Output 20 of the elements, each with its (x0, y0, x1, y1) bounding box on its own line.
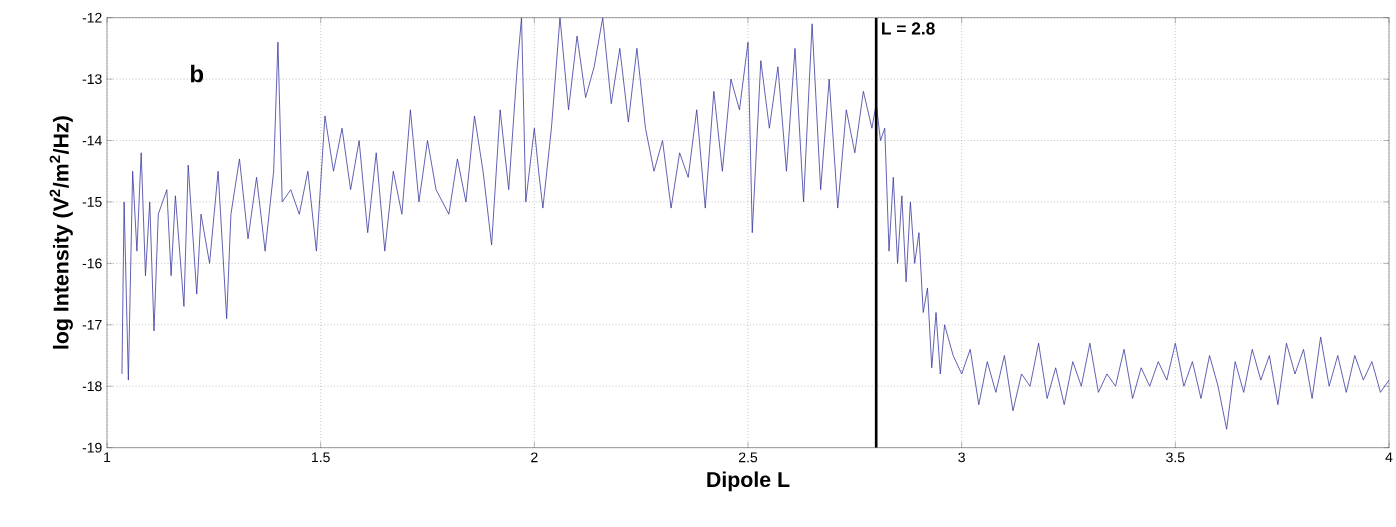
x-axis-title: Dipole L (707, 471, 790, 492)
line-series (121, 17, 1390, 430)
x-tick-label: 1.5 (312, 452, 330, 463)
x-tick-label: 2 (531, 452, 538, 463)
y-tick-label: -16 (82, 258, 102, 269)
y-tick-label: -12 (82, 12, 102, 23)
y-tick-label: -18 (82, 381, 102, 392)
y-axis-title: log Intensity (V$^{2}$/m$^{2}$/Hz) (49, 116, 73, 349)
y-tick-label: -19 (82, 442, 102, 453)
ref-line-label: L = 2.8 (882, 22, 935, 35)
x-tick-label: 3.5 (1166, 452, 1185, 463)
y-tick-label: -15 (82, 197, 102, 208)
annotation: b (191, 64, 204, 83)
y-tick-label: -14 (82, 135, 102, 146)
y-tick-label: -13 (82, 74, 102, 85)
x-tick-label: 1 (104, 452, 111, 463)
x-tick-label: 2.5 (738, 452, 758, 463)
y-tick-label: -17 (82, 320, 102, 330)
x-tick-label: 3 (958, 452, 965, 463)
x-tick-label: 4 (1385, 452, 1393, 463)
